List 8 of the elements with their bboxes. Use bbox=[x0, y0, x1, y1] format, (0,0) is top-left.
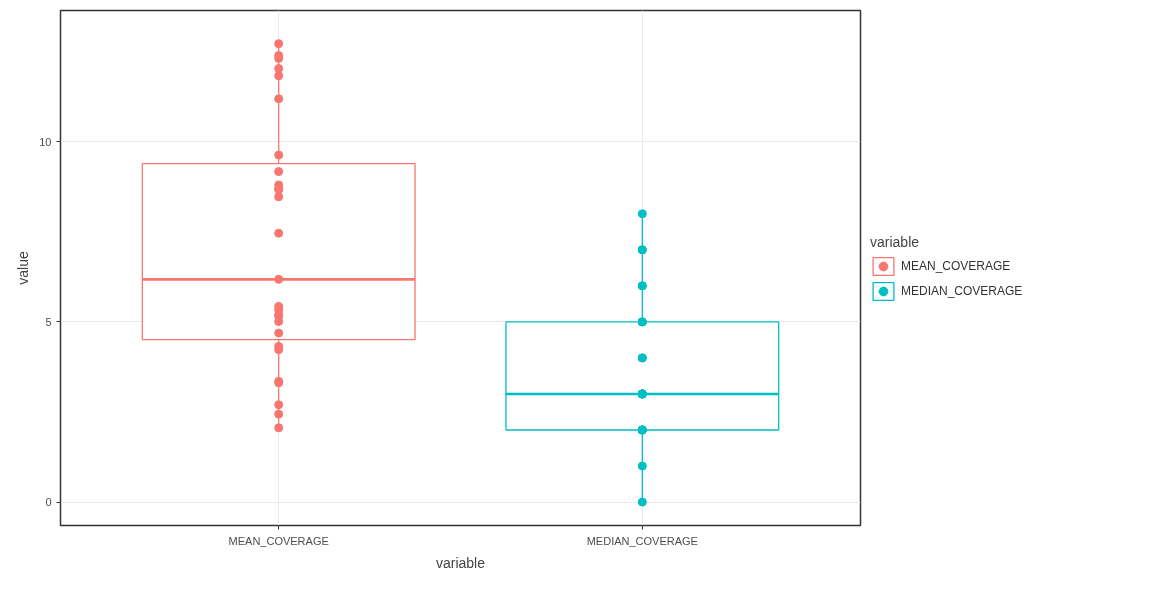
legend-title: variable bbox=[870, 233, 921, 250]
x-axis-title: variable bbox=[435, 554, 486, 571]
y-axis-title: value bbox=[15, 251, 32, 285]
legend-label: MEDIAN_COVERAGE bbox=[901, 283, 1023, 298]
y-tick-label: 0 bbox=[45, 496, 52, 509]
legend-label: MEAN_COVERAGE bbox=[901, 258, 1011, 273]
y-tick-label: 5 bbox=[45, 315, 52, 328]
y-tick-label: 10 bbox=[39, 135, 52, 148]
